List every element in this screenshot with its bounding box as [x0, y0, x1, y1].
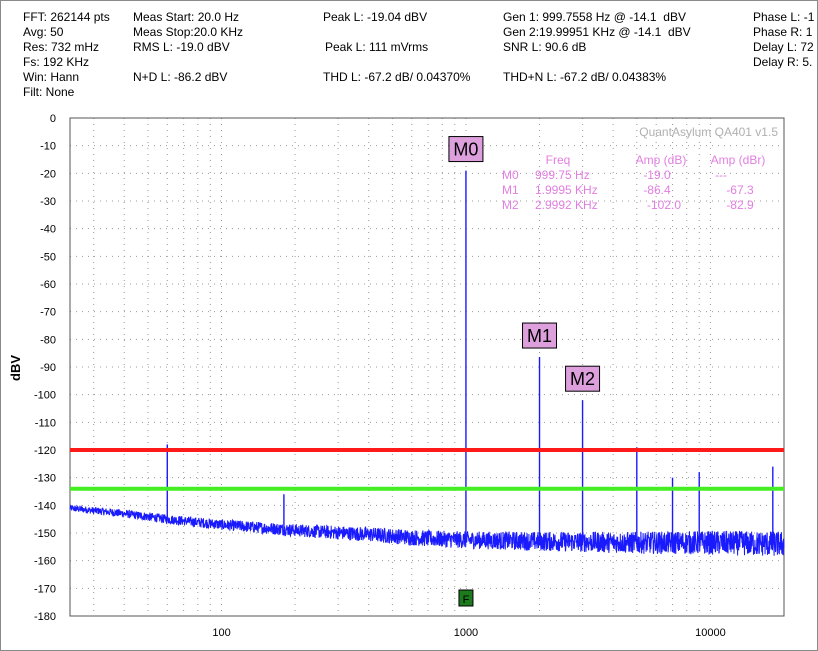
marker-table-row-amp-db: -102.0 [647, 198, 681, 212]
noise-floor-trace [69, 504, 785, 556]
meas-stop-readout: Meas Stop:20.0 KHz [133, 25, 244, 39]
phase-r-readout: Phase R: 1 [753, 25, 813, 39]
y-tick-label: -160 [34, 556, 56, 568]
x-axis-ticks: 100 1000 10000 [212, 627, 725, 639]
y-tick-label: -70 [40, 307, 56, 319]
threshold-lines [70, 448, 784, 491]
marker-table-row-freq: 2.9992 KHz [535, 198, 598, 212]
y-tick-label: -30 [40, 196, 56, 208]
marker-table-row-name: M2 [502, 198, 519, 212]
marker-table-row-amp-dbr: -67.3 [726, 183, 754, 197]
thdn-l-readout: THD+N L: -67.2 dB/ 0.04383% [503, 70, 667, 84]
y-tick-label: -180 [34, 611, 56, 623]
plot-border [69, 117, 785, 617]
gen1-readout: Gen 1: 999.7558 Hz @ -14.1 dBV [503, 10, 686, 24]
x-tick-label: 10000 [695, 627, 726, 639]
peak-l-mvrms-readout: Peak L: 111 mVrms [325, 40, 429, 54]
meas-start-readout: Meas Start: 20.0 Hz [133, 10, 240, 24]
marker-table-row-amp-db: -86.4 [643, 183, 671, 197]
marker-label: M2 [565, 365, 601, 392]
marker-label-box [448, 136, 484, 163]
y-tick-label: -130 [34, 473, 56, 485]
marker-table-amp-db-header: Amp (dB) [636, 153, 687, 167]
marker-label-text: M2 [570, 369, 595, 389]
y-tick-label: -60 [40, 279, 56, 291]
marker-table-row-amp-dbr: --- [715, 168, 727, 182]
x-tick-label: 1000 [454, 627, 478, 639]
y-tick-label: -40 [40, 224, 56, 236]
y-tick-label: -90 [40, 362, 56, 374]
spectrum-trace [69, 170, 785, 556]
snr-l-readout: SNR L: 90.6 dB [503, 40, 587, 54]
marker-label-text: M0 [453, 140, 478, 160]
f-marker-label: F [463, 594, 470, 606]
y-tick-label: -20 [40, 168, 56, 180]
marker-label-text: M1 [527, 326, 552, 346]
y-tick-label: -170 [34, 583, 56, 595]
window-readout: Win: Hann [23, 70, 80, 84]
peak-l-dbv-readout: Peak L: -19.04 dBV [323, 10, 428, 24]
f-marker-box [458, 589, 474, 607]
marker-table-freq-header: Freq [546, 153, 571, 167]
delay-l-readout: Delay L: 72 [753, 40, 814, 54]
marker-table-row-freq: 1.9995 KHz [535, 183, 598, 197]
filter-readout: Filt: None [23, 85, 75, 99]
y-axis-label: dBV [8, 355, 23, 381]
phase-l-readout: Phase L: -1 [753, 10, 815, 24]
y-tick-label: 0 [50, 113, 56, 125]
marker-table-row-name: M0 [502, 168, 519, 182]
y-tick-label: -50 [40, 251, 56, 263]
marker-table-row-amp-db: -19.0 [643, 168, 671, 182]
watermark-text: QuantAsylum QA401 v1.5 [639, 125, 778, 139]
marker-table-row-amp-dbr: -82.9 [726, 198, 754, 212]
rms-l-readout: RMS L: -19.0 dBV [133, 40, 230, 54]
fs-readout: Fs: 192 KHz [23, 55, 90, 69]
fft-readout: FFT: 262144 pts [23, 10, 110, 24]
y-tick-label: -110 [35, 417, 56, 429]
res-readout: Res: 732 mHz [23, 40, 100, 54]
x-tick-label: 100 [212, 627, 230, 639]
marker-table: Freq Amp (dB) Amp (dBr) M0 999.75 Hz -19… [502, 153, 765, 212]
marker-label: M1 [522, 322, 558, 349]
marker-table-amp-dbr-header: Amp (dBr) [711, 153, 766, 167]
gen2-readout: Gen 2:19.99951 KHz @ -14.1 dBV [503, 25, 691, 39]
delay-r-readout: Delay R: 5. [753, 55, 813, 69]
nd-l-readout: N+D L: -86.2 dBV [133, 70, 228, 84]
avg-readout: Avg: 50 [23, 25, 64, 39]
thd-l-readout: THD L: -67.2 dB/ 0.04370% [323, 70, 471, 84]
marker-table-row-name: M1 [502, 183, 519, 197]
marker-label-box [522, 322, 558, 349]
marker-table-row-freq: 999.75 Hz [535, 168, 590, 182]
f-marker[interactable]: F [458, 589, 474, 607]
marker-label-box [565, 365, 601, 392]
y-tick-label: -100 [34, 390, 56, 402]
y-tick-label: -120 [34, 445, 56, 457]
y-tick-label: -80 [40, 334, 56, 346]
y-axis-ticks: 0 -10 -20 -30 -40 -50 -60 -70 -80 -90 -100 -110 -120… [34, 113, 56, 623]
y-tick-label: -140 [34, 500, 56, 512]
y-tick-label: -150 [34, 528, 56, 540]
marker-label: M0 [448, 136, 484, 163]
y-tick-label: -10 [40, 141, 56, 153]
